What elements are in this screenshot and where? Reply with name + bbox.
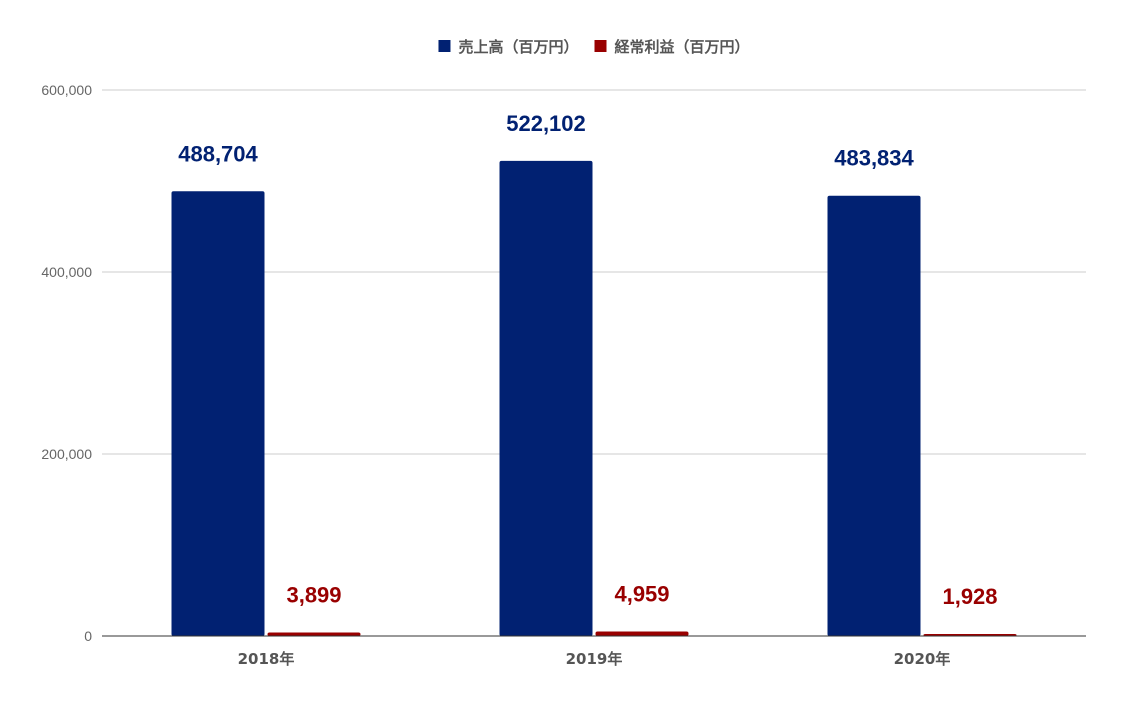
data-label: 4,959	[614, 581, 669, 606]
data-label: 1,928	[942, 584, 997, 609]
data-label: 488,704	[178, 141, 258, 166]
legend-label: 経常利益（百万円）	[615, 38, 750, 56]
data-label: 3,899	[286, 582, 341, 607]
gridlines	[102, 89, 1086, 455]
y-tick-label: 0	[84, 628, 92, 644]
data-label: 483,834	[834, 146, 914, 171]
legend-item: 売上高（百万円）	[438, 38, 579, 56]
x-tick-label: 2019年	[566, 650, 623, 668]
bar-ordinary-profit	[595, 631, 689, 636]
y-tick-label: 400,000	[41, 264, 92, 280]
x-tick-label: 2020年	[894, 650, 951, 668]
legend-item: 経常利益（百万円）	[594, 38, 750, 56]
legend: 売上高（百万円） 経常利益（百万円）	[438, 38, 750, 56]
legend-swatch	[438, 40, 451, 52]
legend-label: 売上高（百万円）	[458, 38, 578, 56]
data-label: 522,102	[506, 111, 586, 136]
bars	[171, 160, 1017, 636]
bar-sales	[499, 160, 593, 636]
legend-swatch	[594, 40, 607, 52]
bar-sales	[827, 195, 921, 636]
bar-ordinary-profit	[267, 632, 361, 636]
y-tick-label: 600,000	[41, 82, 92, 98]
bar-sales	[171, 191, 265, 636]
x-axis-ticks: 2018年 2019年 2020年	[238, 650, 951, 668]
x-tick-label: 2018年	[238, 650, 295, 668]
y-axis-ticks: 0 200,000 400,000 600,000	[41, 82, 92, 644]
y-tick-label: 200,000	[41, 446, 92, 462]
data-labels: 488,704 3,899 522,102 4,959 483,834 1,928	[178, 111, 997, 609]
